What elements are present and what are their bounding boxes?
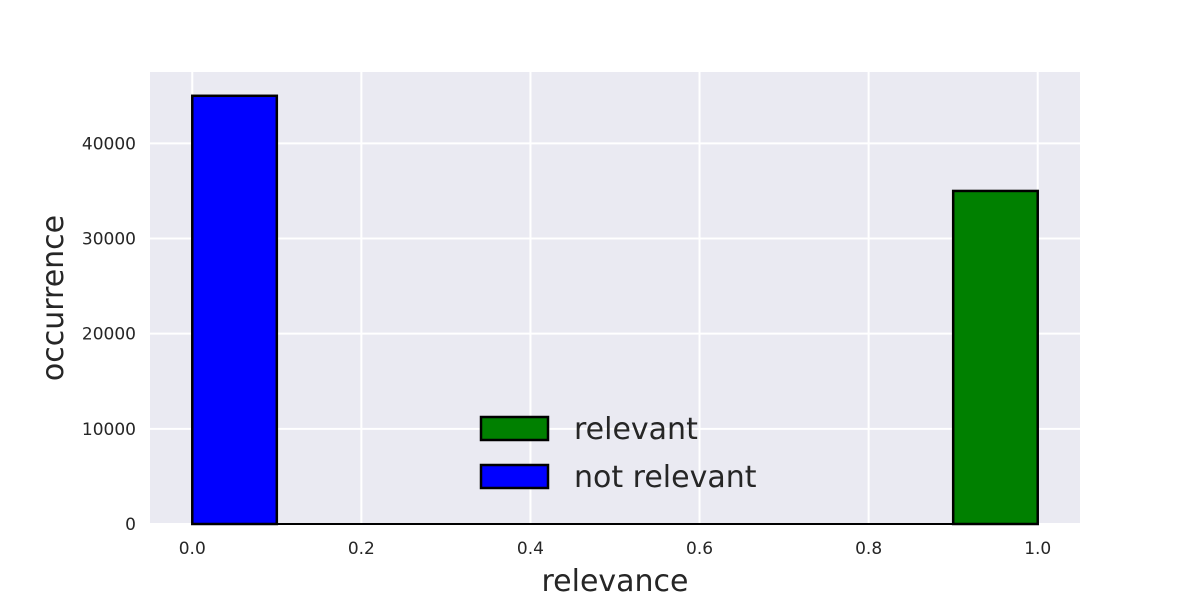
y-tick-label: 40000 (82, 134, 136, 154)
x-tick-label: 1.0 (1024, 539, 1051, 559)
bars (191, 94, 1039, 526)
x-tick-label: 0.6 (686, 539, 713, 559)
legend-label: relevant (574, 412, 698, 447)
legend-swatch (479, 463, 550, 490)
y-tick-label: 10000 (82, 420, 136, 440)
y-tick-label: 30000 (82, 230, 136, 250)
x-axis-title: relevance (541, 564, 688, 599)
histogram-bar (191, 94, 279, 526)
y-tick-label: 20000 (82, 325, 136, 345)
x-tick-label: 0.4 (517, 539, 544, 559)
y-axis-title: occurrence (36, 215, 71, 381)
x-tick-label: 0.2 (348, 539, 375, 559)
x-tick-labels: 0.0 0.2 0.4 0.6 0.8 1.0 (179, 539, 1052, 559)
y-tick-label: 0 (125, 515, 136, 535)
legend-swatch (479, 415, 550, 442)
y-tick-labels: 0 10000 20000 30000 40000 (82, 134, 136, 535)
histogram-bar (951, 189, 1039, 526)
legend-label: not relevant (574, 460, 757, 495)
legend: relevant not relevant (479, 412, 757, 495)
plot-background (150, 72, 1080, 524)
x-tick-label: 0.0 (179, 539, 206, 559)
x-tick-label: 0.8 (855, 539, 882, 559)
